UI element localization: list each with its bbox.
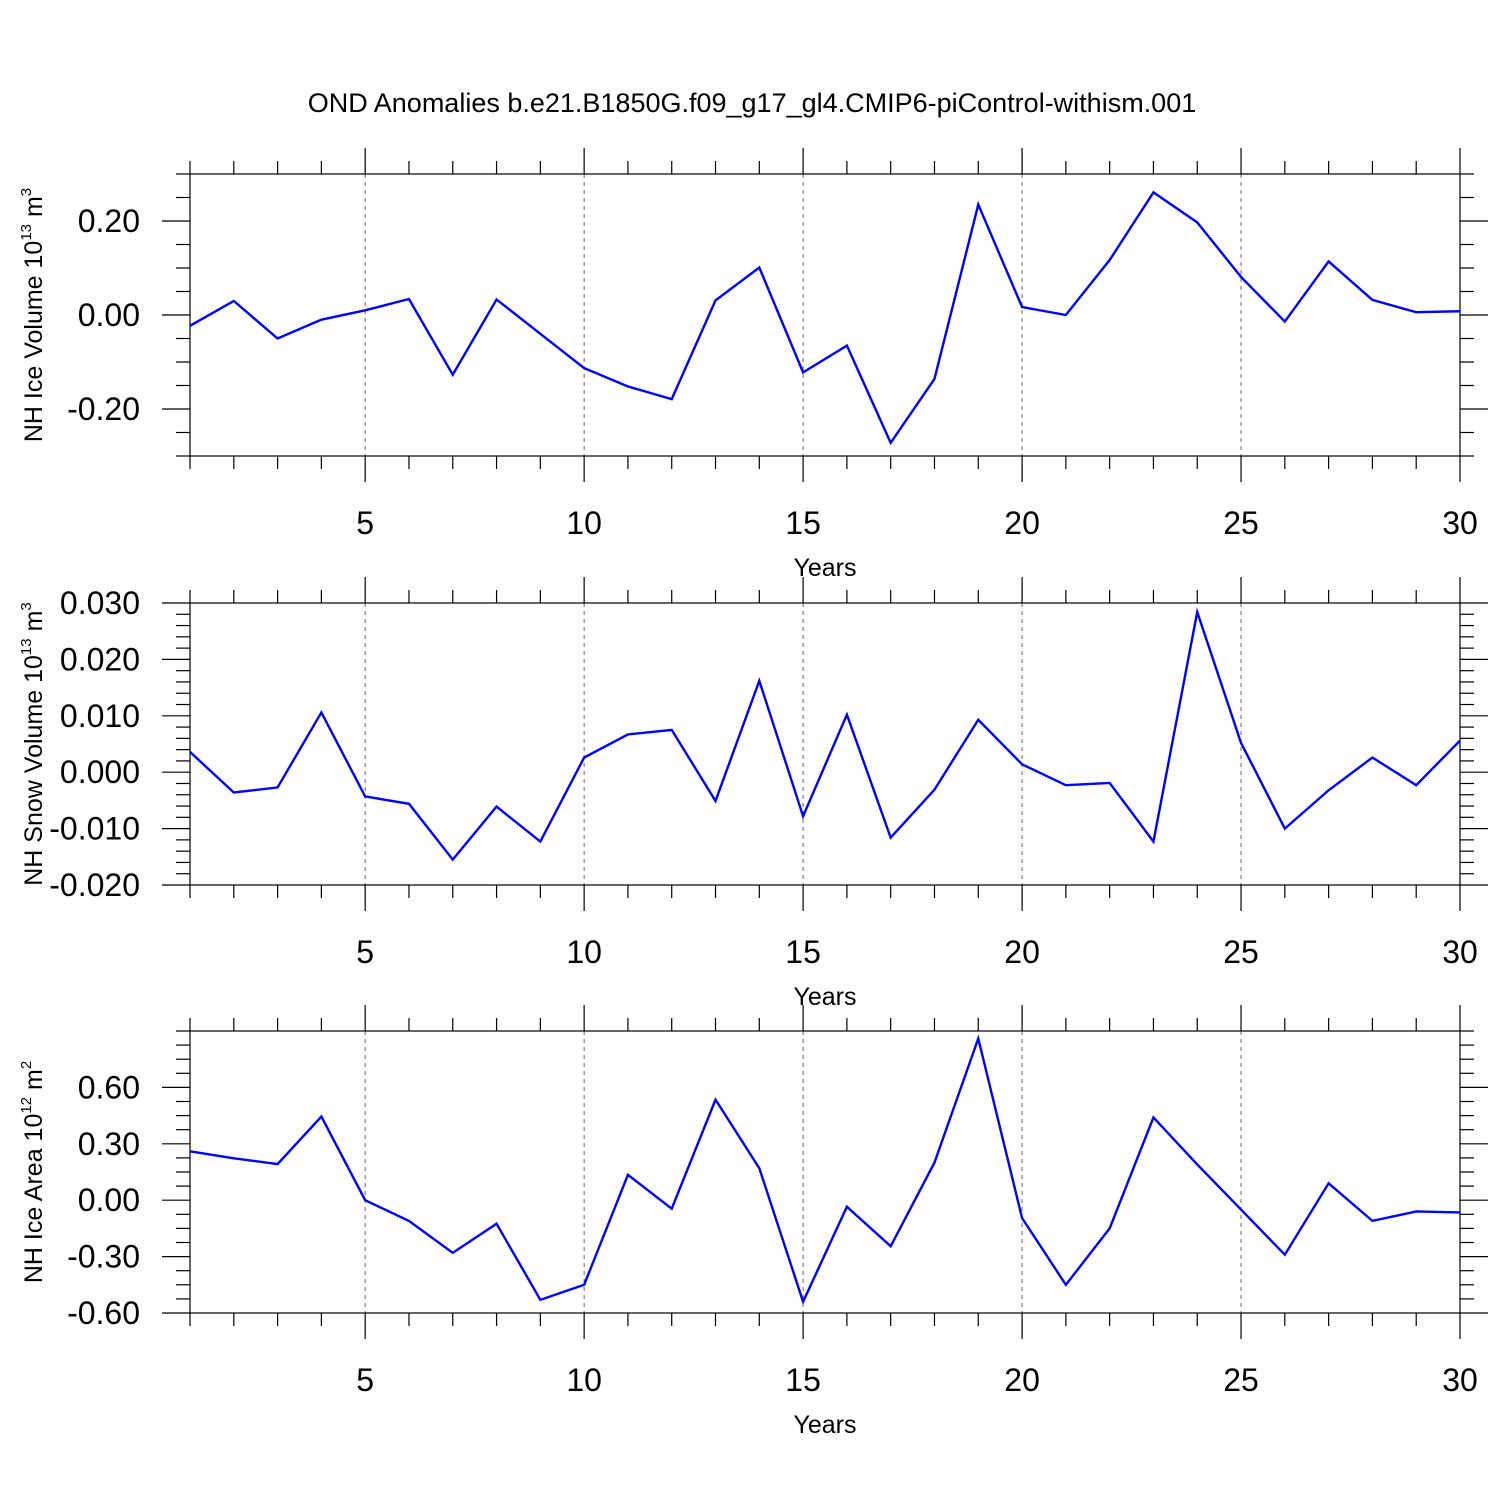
y-axis-label: NH Ice Area 1012 m2: [18, 1061, 48, 1283]
x-tick-label-15: 15: [785, 1362, 821, 1398]
x-tick-label-25: 25: [1223, 1362, 1259, 1398]
y-tick-label-0: -0.60: [67, 1295, 140, 1331]
y-axis-label-unit-exponent: 3: [18, 188, 35, 196]
x-tick-label-20: 20: [1004, 505, 1040, 541]
y-tick-label-2: 0.00: [78, 1182, 140, 1218]
y-axis-label-unit: m: [20, 196, 48, 224]
y-axis-label-unit: m: [20, 611, 48, 639]
y-axis-label-main: NH Ice Area 10: [20, 1114, 48, 1284]
x-tick-label-10: 10: [566, 1362, 602, 1398]
y-axis-label-exponent: 13: [18, 224, 35, 241]
y-tick-label-4: 0.60: [78, 1069, 140, 1105]
x-tick-label-5: 5: [356, 934, 374, 970]
x-tick-label-25: 25: [1223, 934, 1259, 970]
y-axis-label-exponent: 12: [18, 1097, 35, 1114]
y-axis-label-unit-exponent: 3: [18, 602, 35, 610]
y-tick-label-3: 0.010: [60, 698, 140, 734]
x-tick-label-30: 30: [1442, 505, 1478, 541]
x-axis-label: Years: [793, 1411, 856, 1439]
y-tick-label-1: -0.30: [67, 1239, 140, 1275]
x-tick-label-15: 15: [785, 934, 821, 970]
y-axis-label: NH Ice Volume 1013 m3: [18, 188, 48, 442]
x-tick-label-20: 20: [1004, 934, 1040, 970]
y-tick-label-3: 0.30: [78, 1126, 140, 1162]
y-tick-label-5: 0.030: [60, 585, 140, 621]
panel-ice-volume: 5 10 15 20 25 30 -0.20 0.00 0.20 Years NH Ice Volu…: [18, 148, 1488, 582]
y-axis-label-exponent: 13: [18, 638, 35, 655]
y-axis-label-unit: m: [20, 1069, 48, 1097]
y-axis-label: NH Snow Volume 1013 m3: [18, 602, 48, 886]
x-tick-label-5: 5: [356, 1362, 374, 1398]
plot-frame: [189, 1030, 1461, 1314]
y-tick-label-1: -0.010: [49, 811, 140, 847]
x-tick-label-30: 30: [1442, 934, 1478, 970]
y-tick-label-2: 0.000: [60, 754, 140, 790]
y-tick-label-2: 0.20: [78, 203, 140, 239]
chart-title: OND Anomalies b.e21.B1850G.f09_g17_gl4.C…: [308, 88, 1196, 118]
series-line-ice-area: [189, 1034, 1461, 1305]
y-axis-label-main: NH Ice Volume 10: [20, 241, 48, 443]
x-tick-label-25: 25: [1223, 505, 1259, 541]
panel-snow-volume: 5 10 15 20 25 30 -0.020 -0.010 0.000 0.010 0.020 0.…: [18, 577, 1488, 1011]
x-tick-label-10: 10: [566, 505, 602, 541]
x-axis-label: Years: [793, 554, 856, 582]
x-tick-label-15: 15: [785, 505, 821, 541]
y-tick-label-4: 0.020: [60, 641, 140, 677]
x-tick-label-5: 5: [356, 505, 374, 541]
y-axis-label-unit-exponent: 2: [18, 1061, 35, 1069]
y-axis-label-main: NH Snow Volume 10: [20, 655, 48, 886]
x-tick-label-20: 20: [1004, 1362, 1040, 1398]
plot-frame: [189, 602, 1461, 886]
y-tick-label-0: -0.020: [49, 867, 140, 903]
panel-ice-area: 5 10 15 20 25 30 -0.60 -0.30 0.00 0.30 0.60 Years NH…: [18, 1005, 1488, 1439]
series-line-snow-volume: [189, 607, 1461, 862]
x-tick-label-10: 10: [566, 934, 602, 970]
x-axis-label: Years: [793, 983, 856, 1011]
x-tick-label-30: 30: [1442, 1362, 1478, 1398]
y-tick-label-1: 0.00: [78, 297, 140, 333]
y-tick-label-0: -0.20: [67, 391, 140, 427]
series-line-ice-volume: [189, 190, 1461, 446]
plot-frame: [189, 173, 1461, 457]
